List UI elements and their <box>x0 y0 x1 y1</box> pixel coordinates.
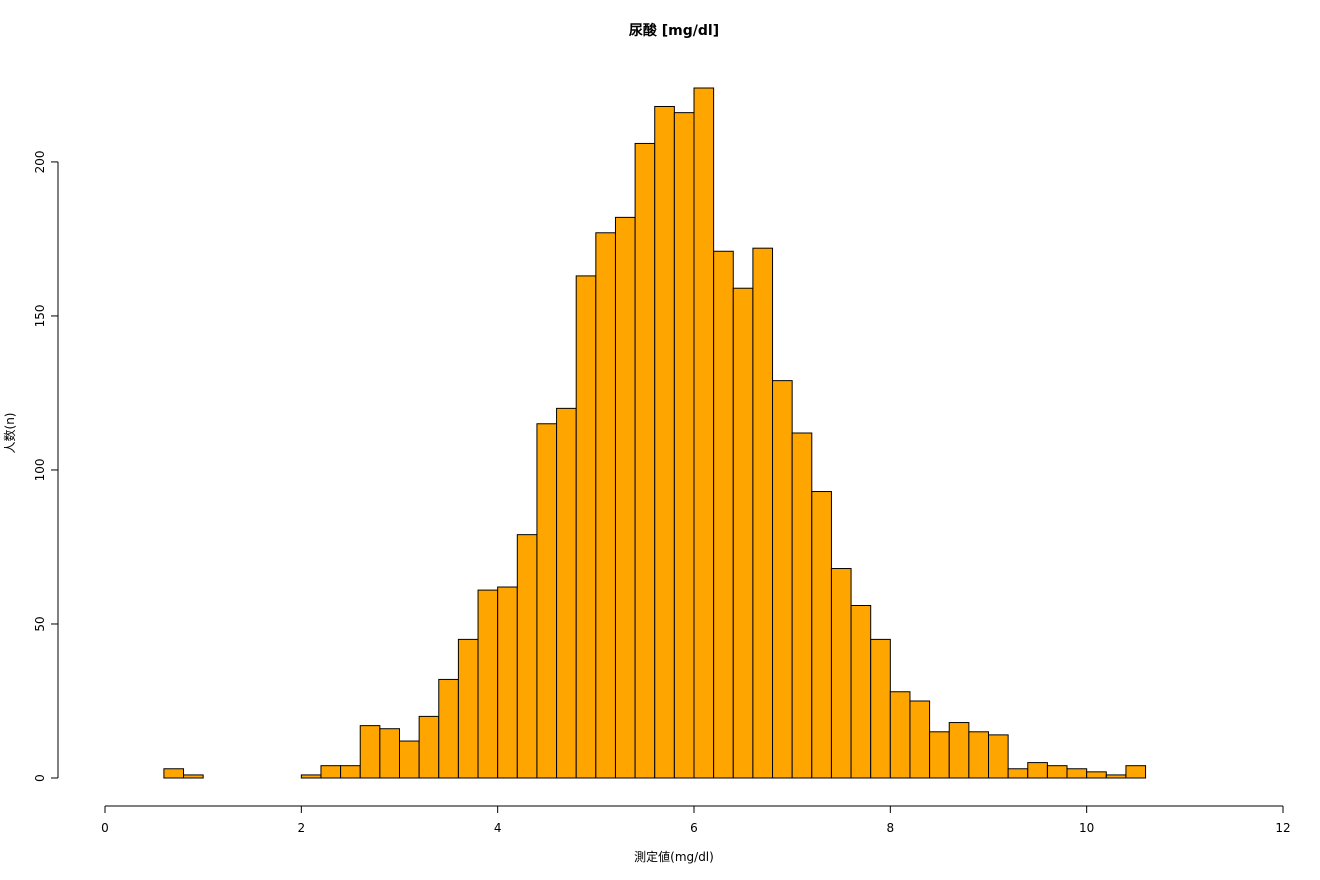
bar <box>811 491 832 779</box>
bar <box>359 725 381 779</box>
bar <box>556 407 577 779</box>
chart-title: 尿酸 [mg/dl] <box>629 22 719 39</box>
bar <box>163 768 185 779</box>
bar <box>340 765 361 779</box>
bar <box>634 142 656 779</box>
bar <box>1066 768 1088 779</box>
bar <box>889 691 911 779</box>
y-tick-label: 150 <box>33 304 47 327</box>
y-tick-label: 100 <box>33 459 47 482</box>
bar <box>673 112 695 779</box>
bar <box>1027 762 1048 779</box>
bar <box>830 568 852 779</box>
bar <box>909 700 931 779</box>
x-tick-label: 6 <box>690 821 698 835</box>
bar <box>654 105 675 779</box>
bar <box>575 275 597 779</box>
bar <box>752 247 774 779</box>
bar <box>1007 768 1029 779</box>
bar <box>772 380 793 779</box>
bar <box>399 740 420 779</box>
bar <box>732 287 754 779</box>
bar <box>1046 765 1068 779</box>
bar <box>320 765 342 779</box>
bar <box>536 423 558 779</box>
x-tick-label: 10 <box>1079 821 1094 835</box>
bar <box>1086 771 1107 779</box>
bar <box>457 638 479 779</box>
bar <box>300 774 322 779</box>
bar <box>1105 774 1127 779</box>
y-tick-label: 200 <box>33 150 47 173</box>
bar <box>988 734 1009 779</box>
bar <box>791 432 813 779</box>
bar <box>497 586 518 779</box>
bar <box>379 728 401 779</box>
x-tick-label: 4 <box>494 821 502 835</box>
x-axis-label: 測定値(mg/dl) <box>634 849 714 864</box>
bar <box>850 605 872 779</box>
y-tick-label: 50 <box>33 616 47 631</box>
bar <box>713 250 734 779</box>
x-tick-label: 0 <box>101 821 109 835</box>
x-tick-label: 2 <box>298 821 306 835</box>
bar <box>438 678 459 779</box>
y-axis-label: 人数(n) <box>2 413 17 454</box>
bar <box>183 774 204 779</box>
bar <box>968 731 989 779</box>
x-tick-label: 12 <box>1275 821 1290 835</box>
bar <box>614 216 636 779</box>
bar <box>870 638 891 779</box>
y-tick-label: 0 <box>33 774 47 782</box>
bar <box>948 722 970 779</box>
bar <box>477 589 499 779</box>
bar <box>595 232 616 779</box>
bar <box>1125 765 1147 779</box>
x-tick-label: 8 <box>887 821 895 835</box>
bar <box>693 87 715 779</box>
bar <box>929 731 950 779</box>
bar <box>516 534 538 779</box>
bar <box>418 715 440 779</box>
